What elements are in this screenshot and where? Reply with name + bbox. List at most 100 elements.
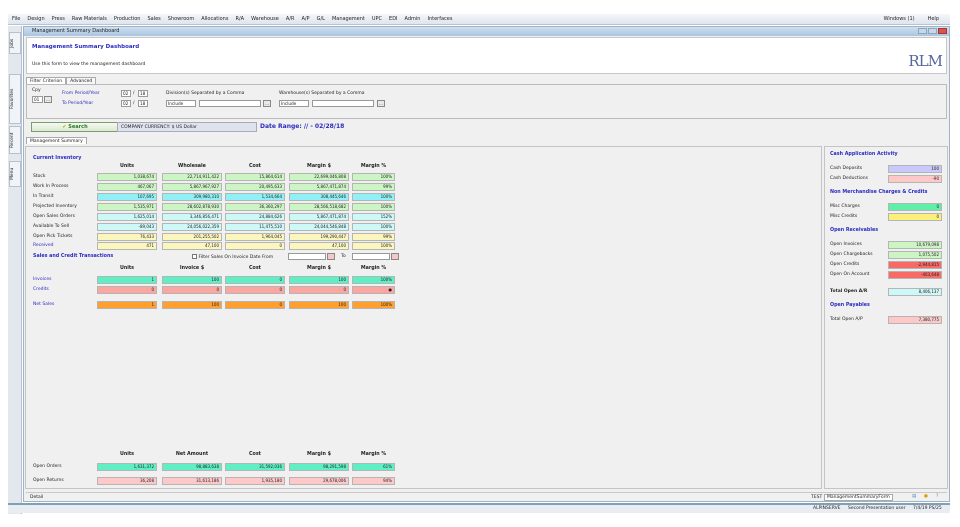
value-cell: 0 (289, 286, 349, 294)
value-cell: 0 (162, 286, 222, 294)
warehouses-input[interactable] (312, 100, 374, 107)
menu-sales[interactable]: Sales (147, 16, 161, 22)
search-label: Search (68, 124, 88, 130)
menu-management[interactable]: Management (331, 16, 365, 22)
menu-g-l[interactable]: G/L (316, 16, 325, 22)
date-range: Date Range: // - 02/28/18 (260, 123, 345, 130)
print-icon[interactable]: ▤ (912, 494, 917, 499)
date-from-calendar-icon[interactable] (327, 253, 335, 260)
value-cell: 99% (352, 233, 395, 241)
search-button[interactable]: ✔ Search (31, 122, 119, 132)
to-period-label: To Period/Year (62, 101, 94, 106)
tab-advanced[interactable]: Advanced (66, 77, 97, 84)
date-to-label: To (341, 254, 346, 259)
row-label: Received (33, 243, 54, 248)
divisions-label: Division(s) Separated by a Comma (166, 91, 245, 96)
date-to-calendar-icon[interactable] (391, 253, 399, 260)
value-cell: 3,346,856,471 (162, 213, 222, 221)
value-cell: 24,056,022,359 (162, 223, 222, 231)
value-cell: 308,445,646 (289, 193, 349, 201)
from-period-input[interactable]: 02 (121, 90, 131, 97)
value-cell: 0 (888, 213, 942, 221)
menu-production[interactable]: Production (113, 16, 141, 22)
menu-file[interactable]: File (12, 16, 21, 22)
menu-admin[interactable]: Admin (404, 16, 421, 22)
row-label: Misc Charges (830, 204, 860, 209)
menu-a-p[interactable]: A/P (301, 16, 310, 22)
minimize-button[interactable] (918, 28, 927, 34)
tab-filter-criterion[interactable]: Filter Criterion (26, 77, 67, 84)
row-label: Misc Credits (830, 214, 858, 219)
menu-warehouse[interactable]: Warehouse (251, 16, 279, 22)
value-cell: 47,100 (289, 242, 349, 250)
value-cell: -403,648 (888, 271, 942, 279)
app-status-strip: ALPINSERVE Second Presentation user 7/4/… (8, 503, 950, 513)
column-header: Margin $ (307, 452, 331, 457)
warehouse-include-select[interactable]: Include (279, 100, 309, 107)
menu-edi[interactable]: EDI (389, 16, 398, 22)
close-button[interactable] (938, 28, 947, 34)
value-cell: 1,631,372 (97, 463, 157, 471)
row-label: Open Returns (33, 478, 64, 483)
value-cell: 10,679,098 (888, 241, 942, 249)
column-header: Margin $ (307, 266, 331, 271)
date-from-input[interactable] (288, 253, 326, 260)
value-cell: 1,534,664 (225, 193, 285, 201)
section-title: Open Payables (830, 303, 870, 308)
section-title: Cash Application Activity (830, 152, 898, 157)
invoice-date-checkbox[interactable] (192, 254, 197, 259)
from-year-input[interactable]: 18 (138, 90, 148, 97)
menu-r-a[interactable]: R/A (235, 16, 245, 22)
section-title: Open Receivables (830, 228, 879, 233)
side-tab-jobs[interactable]: Jobs (9, 32, 21, 54)
currency-display: COMPANY CURRENCY: $ US Dollar (117, 122, 257, 132)
menu-windows[interactable]: Windows (1) (883, 16, 915, 22)
divisions-lookup-button[interactable]: … (263, 100, 271, 107)
value-cell: 100% (352, 242, 395, 250)
value-cell: 0 (225, 286, 285, 294)
side-tab-favorites[interactable]: Favorites (9, 74, 21, 124)
value-cell: 20,495,633 (225, 183, 285, 191)
form-header: Management Summary Dashboard Use this fo… (26, 37, 947, 74)
value-cell: 61% (352, 463, 395, 471)
side-tab-recent[interactable]: Recent (9, 126, 21, 154)
cpy-lookup-button[interactable]: … (44, 96, 52, 103)
menu-help[interactable]: Help (927, 16, 939, 22)
maximize-button[interactable] (928, 28, 937, 34)
user-icon[interactable]: ● (924, 494, 928, 499)
menu-showroom[interactable]: Showroom (167, 16, 195, 22)
menu-upc[interactable]: UPC (371, 16, 383, 22)
column-header: Net Amount (175, 452, 209, 457)
invoice-date-filter[interactable]: Filter Sales On Invoice Date From (192, 254, 273, 260)
date-to-input[interactable] (352, 253, 390, 260)
value-cell: 1,535,971 (97, 203, 157, 211)
column-header: Wholesale (178, 164, 206, 169)
menu-design[interactable]: Design (27, 16, 45, 22)
value-cell: 199,290,447 (289, 233, 349, 241)
column-header: Cost (249, 164, 261, 169)
side-tab-menu[interactable]: Menu (9, 161, 21, 187)
column-header: Margin $ (307, 164, 331, 169)
to-period-input[interactable]: 02 (121, 100, 131, 107)
tab-management-summary[interactable]: Management Summary (26, 137, 87, 144)
menu-a-r[interactable]: A/R (285, 16, 295, 22)
to-year-input[interactable]: 18 (138, 100, 148, 107)
cpy-input[interactable]: 01 (32, 96, 43, 103)
menu-raw-materials[interactable]: Raw Materials (71, 16, 107, 22)
division-include-select[interactable]: Include (166, 100, 196, 107)
value-cell: 5,867,471,874 (289, 213, 349, 221)
row-label: Total Open A/R (830, 289, 868, 294)
side-tabs: Jobs Favorites Recent Menu (8, 26, 22, 514)
menu-press[interactable]: Press (51, 16, 65, 22)
value-cell: 1 (97, 301, 157, 309)
value-cell: 15,864,614 (225, 173, 285, 181)
help-icon[interactable]: ? (936, 494, 939, 499)
value-cell: 0 (225, 242, 285, 250)
menu-interfaces[interactable]: Interfaces (427, 16, 453, 22)
warehouses-label: Warehouse(s) Separated by a Comma (279, 91, 365, 96)
warehouses-lookup-button[interactable]: … (377, 100, 385, 107)
value-cell: 5,867,967,927 (162, 183, 222, 191)
divisions-input[interactable] (199, 100, 261, 107)
menu-allocations[interactable]: Allocations (201, 16, 229, 22)
value-cell: 309,980,310 (162, 193, 222, 201)
